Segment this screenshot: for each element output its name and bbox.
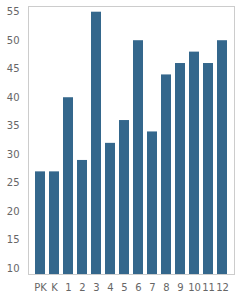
svg-text:4: 4 bbox=[107, 282, 113, 293]
svg-text:2: 2 bbox=[79, 282, 85, 293]
svg-text:5: 5 bbox=[121, 282, 127, 293]
svg-text:35: 35 bbox=[7, 120, 20, 131]
svg-text:7: 7 bbox=[149, 282, 155, 293]
svg-text:PK: PK bbox=[34, 282, 47, 293]
svg-text:1: 1 bbox=[65, 282, 71, 293]
svg-text:30: 30 bbox=[7, 149, 20, 160]
svg-text:K: K bbox=[51, 282, 58, 293]
svg-text:10: 10 bbox=[7, 263, 20, 274]
svg-text:50: 50 bbox=[7, 35, 20, 46]
svg-text:55: 55 bbox=[7, 6, 20, 17]
svg-text:45: 45 bbox=[7, 63, 20, 74]
svg-text:12: 12 bbox=[216, 282, 229, 293]
svg-text:10: 10 bbox=[188, 282, 201, 293]
svg-text:15: 15 bbox=[7, 234, 20, 245]
svg-text:8: 8 bbox=[163, 282, 169, 293]
svg-text:40: 40 bbox=[7, 92, 20, 103]
svg-text:6: 6 bbox=[135, 282, 141, 293]
svg-text:9: 9 bbox=[177, 282, 183, 293]
svg-text:20: 20 bbox=[7, 206, 20, 217]
svg-text:11: 11 bbox=[202, 282, 215, 293]
svg-text:25: 25 bbox=[7, 177, 20, 188]
svg-text:3: 3 bbox=[93, 282, 99, 293]
